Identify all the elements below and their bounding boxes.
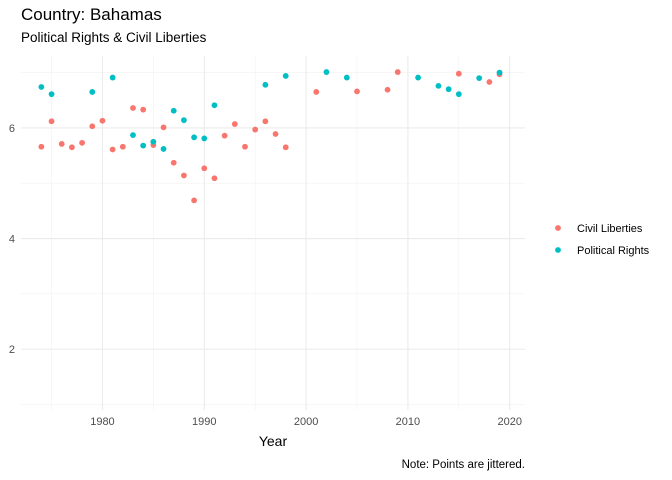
data-point xyxy=(89,123,96,130)
data-point xyxy=(130,132,136,138)
data-point xyxy=(79,139,85,146)
data-point xyxy=(140,142,147,149)
chart-title: Country: Bahamas xyxy=(21,5,162,24)
data-point xyxy=(201,135,208,142)
data-point xyxy=(231,121,238,127)
data-point xyxy=(221,132,228,139)
data-point xyxy=(486,79,493,85)
data-point xyxy=(69,144,75,151)
legend-key xyxy=(555,225,561,231)
data-point xyxy=(435,82,442,89)
data-point xyxy=(354,88,360,95)
data-point xyxy=(445,86,452,93)
x-tick-label: 1980 xyxy=(90,416,114,428)
x-tick-label: 1990 xyxy=(192,416,216,428)
data-point xyxy=(191,197,197,204)
data-point xyxy=(262,81,269,88)
x-tick-label: 2010 xyxy=(396,416,420,428)
data-point xyxy=(58,141,65,147)
data-point xyxy=(170,107,177,114)
data-point xyxy=(455,91,462,98)
data-point xyxy=(48,91,55,98)
y-tick-label: 2 xyxy=(9,344,15,356)
data-point xyxy=(38,143,45,150)
data-point xyxy=(160,146,167,152)
data-point xyxy=(38,84,45,90)
data-point xyxy=(262,118,269,125)
chart-caption: Note: Points are jittered. xyxy=(401,459,525,471)
data-point xyxy=(211,102,218,109)
y-tick-label: 6 xyxy=(9,123,15,135)
data-point xyxy=(455,70,462,77)
data-point xyxy=(99,117,106,124)
x-axis-title: Year xyxy=(259,433,288,449)
data-point xyxy=(109,74,116,81)
data-point xyxy=(476,75,483,82)
chart-subtitle: Political Rights & Civil Liberties xyxy=(21,30,207,45)
data-point xyxy=(282,73,289,79)
data-point xyxy=(119,143,126,150)
data-point xyxy=(48,118,55,125)
x-tick-label: 2000 xyxy=(294,416,318,428)
y-tick-label: 4 xyxy=(9,234,15,246)
data-point xyxy=(282,144,289,151)
x-tick-label: 2020 xyxy=(497,416,521,428)
data-point xyxy=(242,143,248,150)
data-point xyxy=(170,159,177,166)
data-point xyxy=(384,86,391,93)
data-point xyxy=(211,175,218,182)
data-point xyxy=(252,126,259,133)
data-point xyxy=(343,74,350,81)
data-point xyxy=(313,89,320,95)
data-point xyxy=(130,105,136,111)
data-point xyxy=(201,165,208,172)
data-point xyxy=(89,89,96,95)
data-point xyxy=(272,131,279,137)
data-point xyxy=(496,69,503,76)
data-point xyxy=(150,138,157,145)
legend-label: Civil Liberties xyxy=(577,223,643,235)
data-point xyxy=(394,69,401,75)
data-point xyxy=(181,172,187,179)
data-point xyxy=(323,69,330,75)
data-point xyxy=(109,146,116,153)
data-point xyxy=(181,117,187,124)
data-point xyxy=(140,106,147,113)
data-point xyxy=(160,124,167,131)
data-point xyxy=(415,74,421,81)
legend-key xyxy=(555,247,561,253)
data-point xyxy=(191,134,197,141)
legend-label: Political Rights xyxy=(577,245,650,257)
